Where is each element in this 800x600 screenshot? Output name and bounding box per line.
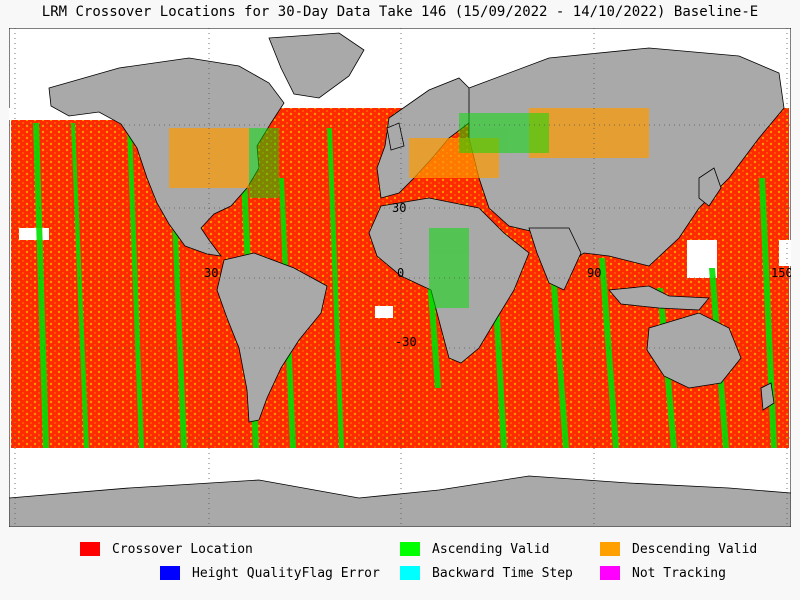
legend-descending-valid: Descending Valid <box>600 541 757 557</box>
page-title: LRM Crossover Locations for 30-Day Data … <box>41 4 759 20</box>
lat-label-minus-30: -30 <box>395 335 417 349</box>
legend-label: Not Tracking <box>632 565 726 581</box>
world-map: 30 30 0 90 150 -30 <box>9 28 791 527</box>
legend-swatch-cyan <box>400 566 420 580</box>
lon-label-150: 150 <box>771 266 791 280</box>
legend-label: Backward Time Step <box>432 565 573 581</box>
indonesia <box>608 285 710 311</box>
legend-swatch-green <box>400 542 420 556</box>
legend-swatch-magenta <box>600 566 620 580</box>
lon-label-0: 0 <box>397 266 404 280</box>
legend-swatch-blue <box>160 566 180 580</box>
south-america <box>216 252 328 423</box>
legend-not-tracking: Not Tracking <box>600 565 726 581</box>
legend-crossover-location: Crossover Location <box>80 541 253 557</box>
legend-height-qualityflag-error: Height QualityFlag Error <box>160 565 380 581</box>
australia <box>646 312 742 389</box>
legend-ascending-valid: Ascending Valid <box>400 541 549 557</box>
lat-label-30-america: 30 <box>204 266 218 280</box>
new-zealand <box>760 382 775 411</box>
legend-label: Crossover Location <box>112 541 253 557</box>
lon-label-90: 90 <box>587 266 601 280</box>
legend-swatch-orange <box>600 542 620 556</box>
lat-label-30-atlantic: 30 <box>392 201 406 215</box>
india <box>528 227 582 291</box>
ascending-tracks <box>33 123 777 448</box>
north-america <box>48 57 285 257</box>
legend-label: Descending Valid <box>632 541 758 557</box>
graticule <box>9 28 791 527</box>
legend-label: Ascending Valid <box>432 541 550 557</box>
legend-swatch-red <box>80 542 100 556</box>
greenland <box>268 32 365 99</box>
legend-label: Height QualityFlag Error <box>192 565 380 581</box>
land-crossovers-green <box>249 113 549 308</box>
japan <box>698 167 722 207</box>
antarctica <box>9 475 791 527</box>
legend-backward-time-step: Backward Time Step <box>400 565 573 581</box>
